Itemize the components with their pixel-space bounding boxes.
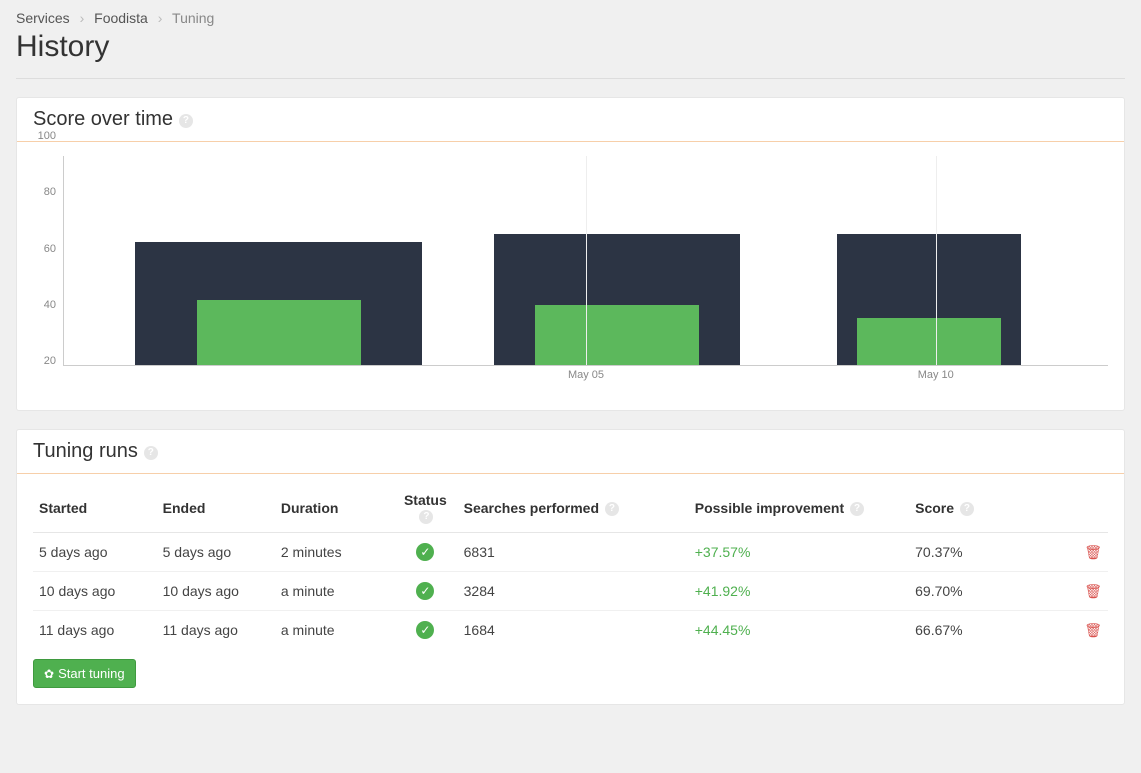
- help-icon[interactable]: ?: [179, 114, 193, 128]
- table-row: 11 days ago11 days agoa minute✓1684+44.4…: [33, 611, 1108, 650]
- breadcrumb-tuning: Tuning: [172, 10, 214, 26]
- cell-status: ✓: [393, 611, 458, 650]
- col-header-score: Score ?: [909, 484, 1038, 533]
- help-icon[interactable]: ?: [144, 446, 158, 460]
- help-icon[interactable]: ?: [605, 502, 619, 516]
- cell-searches: 3284: [458, 572, 689, 611]
- bar-improvement: [857, 318, 1000, 365]
- bar-improvement: [197, 300, 361, 365]
- x-gridline: [936, 156, 937, 365]
- cell-searches: 6831: [458, 533, 689, 572]
- panel-divider: [17, 473, 1124, 474]
- y-tick-label: 100: [38, 130, 56, 142]
- check-circle-icon: ✓: [416, 543, 434, 561]
- tuning-runs-panel: Tuning runs ? StartedEndedDurationStatus…: [16, 429, 1125, 705]
- cell-improvement: +37.57%: [689, 533, 909, 572]
- improvement-value: +44.45%: [695, 622, 751, 638]
- start-tuning-button[interactable]: ✿ Start tuning: [33, 659, 136, 688]
- cell-status: ✓: [393, 533, 458, 572]
- panel-header: Score over time ?: [17, 98, 1124, 139]
- col-header-improve: Possible improvement ?: [689, 484, 909, 533]
- cell-improvement: +41.92%: [689, 572, 909, 611]
- help-icon[interactable]: ?: [960, 502, 974, 516]
- chart-container: 20406080100 May 05May 10: [17, 152, 1124, 398]
- improvement-value: +37.57%: [695, 544, 751, 560]
- cell-improvement: +44.45%: [689, 611, 909, 650]
- trash-icon[interactable]: 🗑: [1084, 622, 1102, 638]
- help-icon[interactable]: ?: [419, 510, 433, 524]
- table-header-row: StartedEndedDurationStatus ?Searches per…: [33, 484, 1108, 533]
- col-header-searches: Searches performed ?: [458, 484, 689, 533]
- chevron-right-icon: ›: [80, 10, 85, 26]
- bar-improvement: [535, 305, 699, 365]
- breadcrumb: Services › Foodista › Tuning: [16, 10, 1125, 26]
- col-header-ended: Ended: [157, 484, 275, 533]
- tuning-runs-table: StartedEndedDurationStatus ?Searches per…: [33, 484, 1108, 649]
- gear-icon: ✿: [44, 667, 54, 681]
- page-title: History: [16, 30, 1125, 64]
- x-tick-label: May 10: [918, 369, 954, 381]
- col-header-duration: Duration: [275, 484, 393, 533]
- cell-duration: a minute: [275, 611, 393, 650]
- check-circle-icon: ✓: [416, 582, 434, 600]
- y-tick-label: 80: [44, 186, 56, 198]
- x-axis: May 05 May 10: [64, 369, 1108, 387]
- button-label: Start tuning: [58, 666, 125, 681]
- score-bar-chart: 20406080100 May 05May 10: [63, 156, 1108, 366]
- breadcrumb-services[interactable]: Services: [16, 10, 70, 26]
- y-tick-label: 60: [44, 243, 56, 255]
- check-circle-icon: ✓: [416, 621, 434, 639]
- panel-header: Tuning runs ?: [17, 430, 1124, 471]
- cell-ended: 11 days ago: [157, 611, 275, 650]
- col-header-status: Status ?: [393, 484, 458, 533]
- panel-title: Score over time: [33, 108, 173, 130]
- panel-title: Tuning runs: [33, 440, 138, 462]
- cell-started: 10 days ago: [33, 572, 157, 611]
- cell-score: 69.70%: [909, 572, 1038, 611]
- help-icon[interactable]: ?: [850, 502, 864, 516]
- cell-ended: 10 days ago: [157, 572, 275, 611]
- cell-started: 5 days ago: [33, 533, 157, 572]
- cell-duration: a minute: [275, 572, 393, 611]
- chevron-right-icon: ›: [158, 10, 163, 26]
- table-row: 10 days ago10 days agoa minute✓3284+41.9…: [33, 572, 1108, 611]
- cell-actions: 🗑: [1038, 611, 1108, 650]
- cell-score: 66.67%: [909, 611, 1038, 650]
- cell-actions: 🗑: [1038, 572, 1108, 611]
- cell-started: 11 days ago: [33, 611, 157, 650]
- cell-ended: 5 days ago: [157, 533, 275, 572]
- table-container: StartedEndedDurationStatus ?Searches per…: [17, 484, 1124, 649]
- score-over-time-panel: Score over time ? 20406080100 May 05May …: [16, 97, 1125, 411]
- cell-score: 70.37%: [909, 533, 1038, 572]
- y-axis: 20406080100: [30, 148, 60, 373]
- col-header-actions: [1038, 484, 1108, 533]
- y-tick-label: 40: [44, 299, 56, 311]
- trash-icon[interactable]: 🗑: [1084, 583, 1102, 599]
- col-header-started: Started: [33, 484, 157, 533]
- cell-actions: 🗑: [1038, 533, 1108, 572]
- cell-duration: 2 minutes: [275, 533, 393, 572]
- cell-searches: 1684: [458, 611, 689, 650]
- x-gridline: [586, 156, 587, 365]
- page-divider: [16, 78, 1125, 79]
- table-row: 5 days ago5 days ago2 minutes✓6831+37.57…: [33, 533, 1108, 572]
- x-tick-label: May 05: [568, 369, 604, 381]
- cell-status: ✓: [393, 572, 458, 611]
- breadcrumb-foodista[interactable]: Foodista: [94, 10, 148, 26]
- trash-icon[interactable]: 🗑: [1084, 544, 1102, 560]
- y-tick-label: 20: [44, 355, 56, 367]
- improvement-value: +41.92%: [695, 583, 751, 599]
- panel-divider: [17, 141, 1124, 142]
